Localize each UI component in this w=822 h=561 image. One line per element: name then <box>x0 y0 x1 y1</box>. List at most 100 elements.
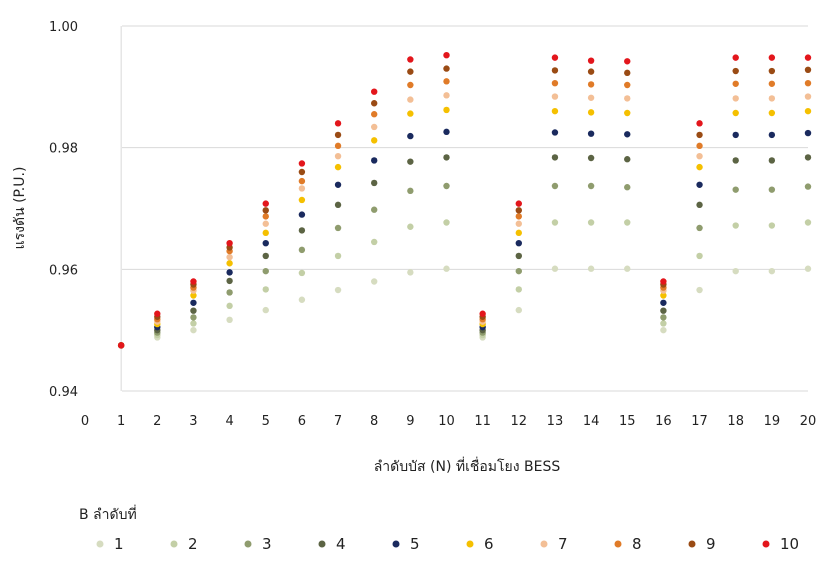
x-tick-labels: 0 1 2 3 4 5 6 7 8 9 10 11 12 13 14 15 16 17 18 19 20 <box>81 414 816 429</box>
legend-marker-2 <box>170 540 178 548</box>
y-tick-label: 0.98 <box>49 142 78 157</box>
data-point-series-10 <box>443 52 450 59</box>
data-point-series-7 <box>696 152 703 160</box>
x-tick-label: 17 <box>691 414 708 429</box>
x-tick-label: 20 <box>800 414 817 429</box>
data-point-series-10 <box>587 57 595 64</box>
data-point-series-2 <box>334 252 342 260</box>
data-point-series-10 <box>117 342 125 349</box>
data-point-series-5 <box>551 129 559 136</box>
data-point-series-1 <box>371 278 378 285</box>
legend-label-6: 6 <box>484 535 494 553</box>
data-point-series-8 <box>262 213 269 220</box>
data-point-series-4 <box>587 154 595 162</box>
data-point-series-3 <box>804 183 812 190</box>
data-point-series-4 <box>190 307 197 314</box>
data-point-series-7 <box>551 93 559 100</box>
data-point-series-3 <box>551 182 559 190</box>
data-point-series-6 <box>190 292 197 299</box>
data-point-series-5 <box>407 132 414 140</box>
data-point-series-1 <box>768 267 776 275</box>
data-point-series-5 <box>624 131 631 138</box>
data-point-series-2 <box>190 320 197 327</box>
legend-marker-9 <box>688 540 696 548</box>
data-point-series-3 <box>660 314 667 321</box>
data-point-series-6 <box>334 163 342 171</box>
data-point-series-2 <box>226 302 233 310</box>
x-tick-label: 18 <box>727 414 744 429</box>
data-point-series-2 <box>551 219 559 226</box>
data-point-series-9 <box>587 68 595 75</box>
data-point-series-2 <box>696 252 703 260</box>
data-point-series-6 <box>804 107 812 115</box>
data-point-series-1 <box>732 267 739 275</box>
x-tick-label: 13 <box>547 414 564 429</box>
data-point-series-1 <box>660 326 667 334</box>
data-point-series-10 <box>804 54 812 61</box>
data-point-series-5 <box>804 129 812 137</box>
data-point-series-7 <box>226 253 233 261</box>
data-point-series-5 <box>515 239 522 247</box>
data-point-series-4 <box>551 154 559 161</box>
data-point-series-6 <box>587 109 595 116</box>
data-point-series-7 <box>371 123 378 131</box>
data-point-series-5 <box>334 181 342 188</box>
y-tick-label: 0.96 <box>49 263 78 278</box>
data-point-series-9 <box>371 100 378 107</box>
data-point-series-10 <box>190 278 197 285</box>
data-point-series-10 <box>732 54 739 61</box>
data-point-series-10 <box>262 200 269 207</box>
data-point-series-9 <box>443 65 450 72</box>
data-point-series-3 <box>190 314 197 321</box>
y-axis-title: แรงดัน (P.U.) <box>12 167 28 250</box>
legend-title: B ลำดับที่ <box>79 505 137 523</box>
grid-lines <box>122 25 808 392</box>
data-point-series-2 <box>407 223 414 230</box>
data-point-series-4 <box>768 157 776 164</box>
legend-marker-4 <box>318 540 326 548</box>
data-point-series-1 <box>624 265 631 272</box>
legend-marker-7 <box>540 540 548 548</box>
legend-label-2: 2 <box>188 535 198 553</box>
data-point-series-5 <box>443 128 450 136</box>
data-point-series-2 <box>371 238 378 246</box>
x-tick-label: 15 <box>619 414 636 429</box>
data-point-series-5 <box>190 299 197 306</box>
legend-label-4: 4 <box>336 535 346 553</box>
data-points <box>117 52 812 349</box>
x-tick-label: 0 <box>81 414 89 429</box>
data-point-series-6 <box>407 110 414 117</box>
data-point-series-3 <box>732 186 739 193</box>
data-point-series-8 <box>732 80 739 87</box>
data-point-series-1 <box>551 265 559 272</box>
data-point-series-3 <box>334 224 342 232</box>
legend-label-10: 10 <box>780 535 799 553</box>
x-tick-label: 12 <box>511 414 528 429</box>
data-point-series-3 <box>624 184 631 191</box>
data-point-series-8 <box>551 79 559 87</box>
data-point-series-2 <box>660 320 667 327</box>
data-point-series-6 <box>768 109 776 117</box>
data-point-series-9 <box>624 69 631 77</box>
data-point-series-4 <box>407 158 414 165</box>
data-point-series-9 <box>696 131 703 139</box>
x-axis-title: ลำดับบัส (N) ที่เชื่อมโยง BESS <box>374 457 561 475</box>
data-point-series-3 <box>696 224 703 232</box>
data-point-series-9 <box>768 67 776 75</box>
data-point-series-4 <box>732 157 739 164</box>
data-point-series-4 <box>515 252 522 260</box>
data-point-series-10 <box>551 54 559 61</box>
data-point-series-10 <box>515 200 522 207</box>
data-point-series-7 <box>515 220 522 227</box>
data-point-series-6 <box>696 163 703 171</box>
data-point-series-4 <box>226 277 233 285</box>
y-tick-label: 0.94 <box>49 385 78 400</box>
data-point-series-4 <box>696 201 703 209</box>
data-point-series-2 <box>804 219 812 226</box>
data-point-series-7 <box>407 96 414 103</box>
data-point-series-7 <box>334 152 342 160</box>
x-tick-label: 11 <box>474 414 491 429</box>
data-point-series-8 <box>804 79 812 87</box>
legend-marker-6 <box>466 540 474 548</box>
